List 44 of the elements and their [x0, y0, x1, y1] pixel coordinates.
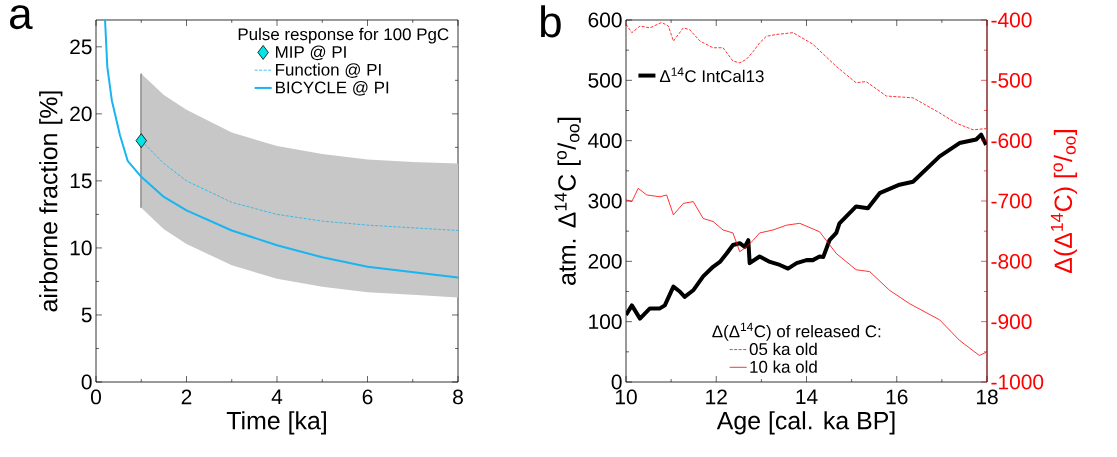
- y-tick-label: 400: [588, 133, 622, 149]
- y2-tick-label: -1000: [991, 374, 1044, 390]
- legend-label: Function @ PI: [276, 63, 381, 78]
- text: b: [541, 5, 561, 38]
- legend-label: 10 ka old: [750, 360, 817, 373]
- y-tick-label: 100: [589, 314, 622, 330]
- annotation: Δ(Δ$^{14}$C) of released C:: [712, 322, 881, 341]
- legend-label: MIP @ PI: [276, 45, 346, 61]
- y-tick-label: 500: [588, 72, 622, 88]
- x-tick-label: 14: [796, 389, 818, 404]
- y-tick-label: 15: [70, 173, 92, 189]
- y2-tick-label: -700: [991, 193, 1032, 209]
- x-tick-label: 18: [976, 389, 998, 405]
- y-tick-label: 0: [611, 374, 622, 390]
- x-tick-label: 12: [706, 389, 727, 405]
- x-tick-label: 10: [615, 389, 637, 405]
- x-axis-title: Age [cal. ka BP]: [716, 411, 895, 435]
- x-tick-label: 2: [181, 389, 192, 405]
- x-tick-label: 6: [362, 389, 373, 405]
- y2-tick-label: -800: [991, 253, 1032, 269]
- y2-tick-label: -400: [991, 12, 1032, 28]
- y2-tick-label: -500: [991, 72, 1032, 88]
- legend-label: BICYCLE @ PI: [276, 81, 389, 96]
- x-tick-label: 4: [271, 389, 283, 404]
- y-axis-title: airborne fraction [%]: [39, 91, 63, 312]
- x-tick-label: 16: [886, 389, 908, 405]
- y-tick-label: 5: [81, 307, 92, 323]
- x-tick-label: 8: [453, 389, 463, 405]
- y-tick-label: 300: [588, 193, 622, 209]
- text: a: [10, 5, 33, 30]
- legend-title: Pulse response for 100 PgC: [238, 27, 449, 44]
- y-tick-label: 0: [81, 374, 92, 390]
- y-tick-label: 10: [70, 240, 92, 256]
- y-tick-label: 200: [588, 253, 622, 269]
- x-axis-title: Time [ka]: [226, 411, 326, 435]
- y-tick-label: 25: [70, 39, 92, 55]
- y-tick-label: 20: [70, 106, 92, 122]
- y-tick-label: 600: [588, 12, 622, 28]
- legend-label: Δ$^{14}$C IntCal13: [659, 67, 764, 83]
- y2-tick-label: -900: [991, 314, 1032, 330]
- y2-axis-title: Δ(Δ$^{14}$C) [$^{o}$/$_{oo}$]: [1050, 130, 1078, 274]
- y2-tick-label: -600: [991, 133, 1032, 149]
- legend-label: 05 ka old: [749, 342, 817, 356]
- y-axis-title: atm. Δ$^{14}$C [$^{o}$/$_{oo}$]: [554, 117, 581, 285]
